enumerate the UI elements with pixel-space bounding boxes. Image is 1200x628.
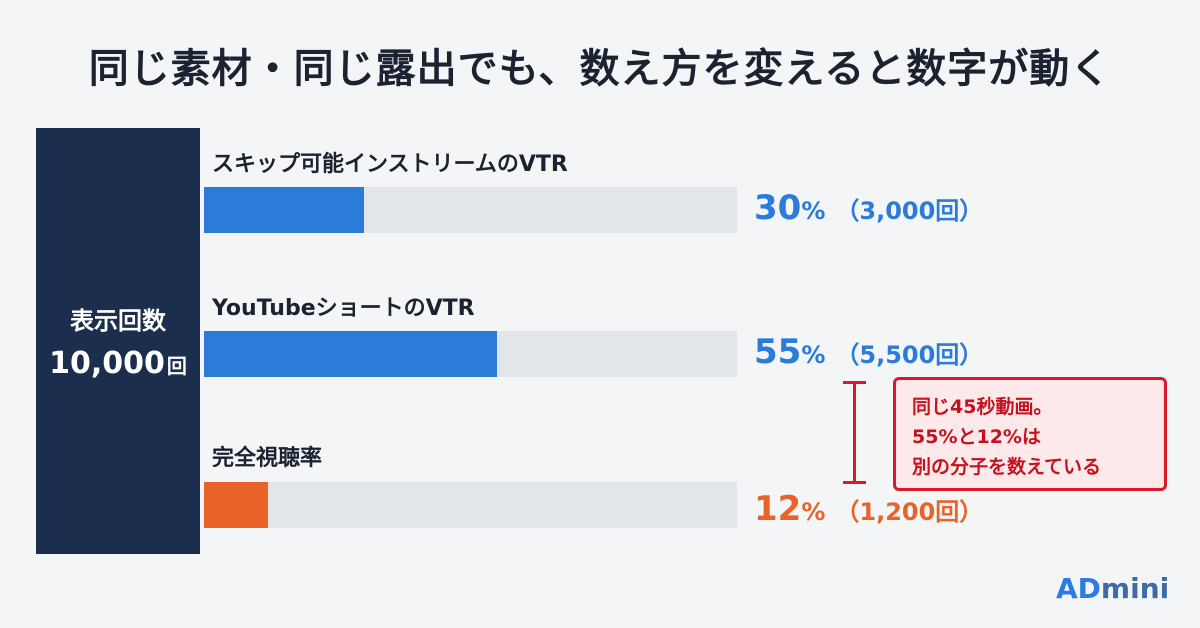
value-percent-completion-rate: 12 [754,489,802,529]
annotation-bracket-top-cap [843,381,866,384]
bar-label-skippable-instream: スキップ可能インストリームのVTR [212,152,568,177]
brand-logo-strong: AD [1056,572,1101,605]
bar-completion-rate [204,482,268,528]
annotation-line-3: 別の分子を数えている [912,456,1102,478]
value-count-completion-rate: （1,200回） [835,498,984,526]
brand-logo: ADmini [1056,572,1169,605]
value-count-skippable-instream: （3,000回） [835,197,984,225]
annotation-note: 同じ45秒動画。 55%と12%は 別の分子を数えている [893,377,1167,491]
impressions-panel: 表示回数 10,000 回 [36,128,200,554]
bar-track-skippable-instream [204,187,737,233]
bar-track-completion-rate [204,482,737,528]
value-percent-skippable-instream: 30 [754,188,802,228]
value-percent-sign-skippable-instream: % [801,197,826,225]
value-skippable-instream: 30% （3,000回） [754,188,983,228]
brand-logo-light: mini [1100,572,1170,605]
value-youtube-shorts: 55% （5,500回） [754,332,983,372]
annotation-line-1: 同じ45秒動画。 [912,396,1053,418]
value-completion-rate: 12% （1,200回） [754,489,983,529]
impressions-number: 10,000 [49,346,165,381]
bar-youtube-shorts [204,331,497,377]
impressions-unit: 回 [166,354,187,378]
page-title: 同じ素材・同じ露出でも、数え方を変えると数字が動く [88,46,1112,92]
annotation-line-2: 55%と12%は [912,426,1041,448]
value-count-youtube-shorts: （5,500回） [835,341,984,369]
bar-track-youtube-shorts [204,331,737,377]
bar-label-completion-rate: 完全視聴率 [212,446,323,471]
value-percent-sign-completion-rate: % [801,498,826,526]
bar-skippable-instream [204,187,364,233]
value-percent-youtube-shorts: 55 [754,332,802,372]
bar-label-youtube-shorts: YouTubeショートのVTR [212,296,475,321]
value-percent-sign-youtube-shorts: % [801,341,826,369]
impressions-value: 10,000 回 [49,346,187,381]
annotation-bracket [853,381,856,483]
impressions-label: 表示回数 [70,307,166,335]
annotation-bracket-bottom-cap [843,481,866,484]
